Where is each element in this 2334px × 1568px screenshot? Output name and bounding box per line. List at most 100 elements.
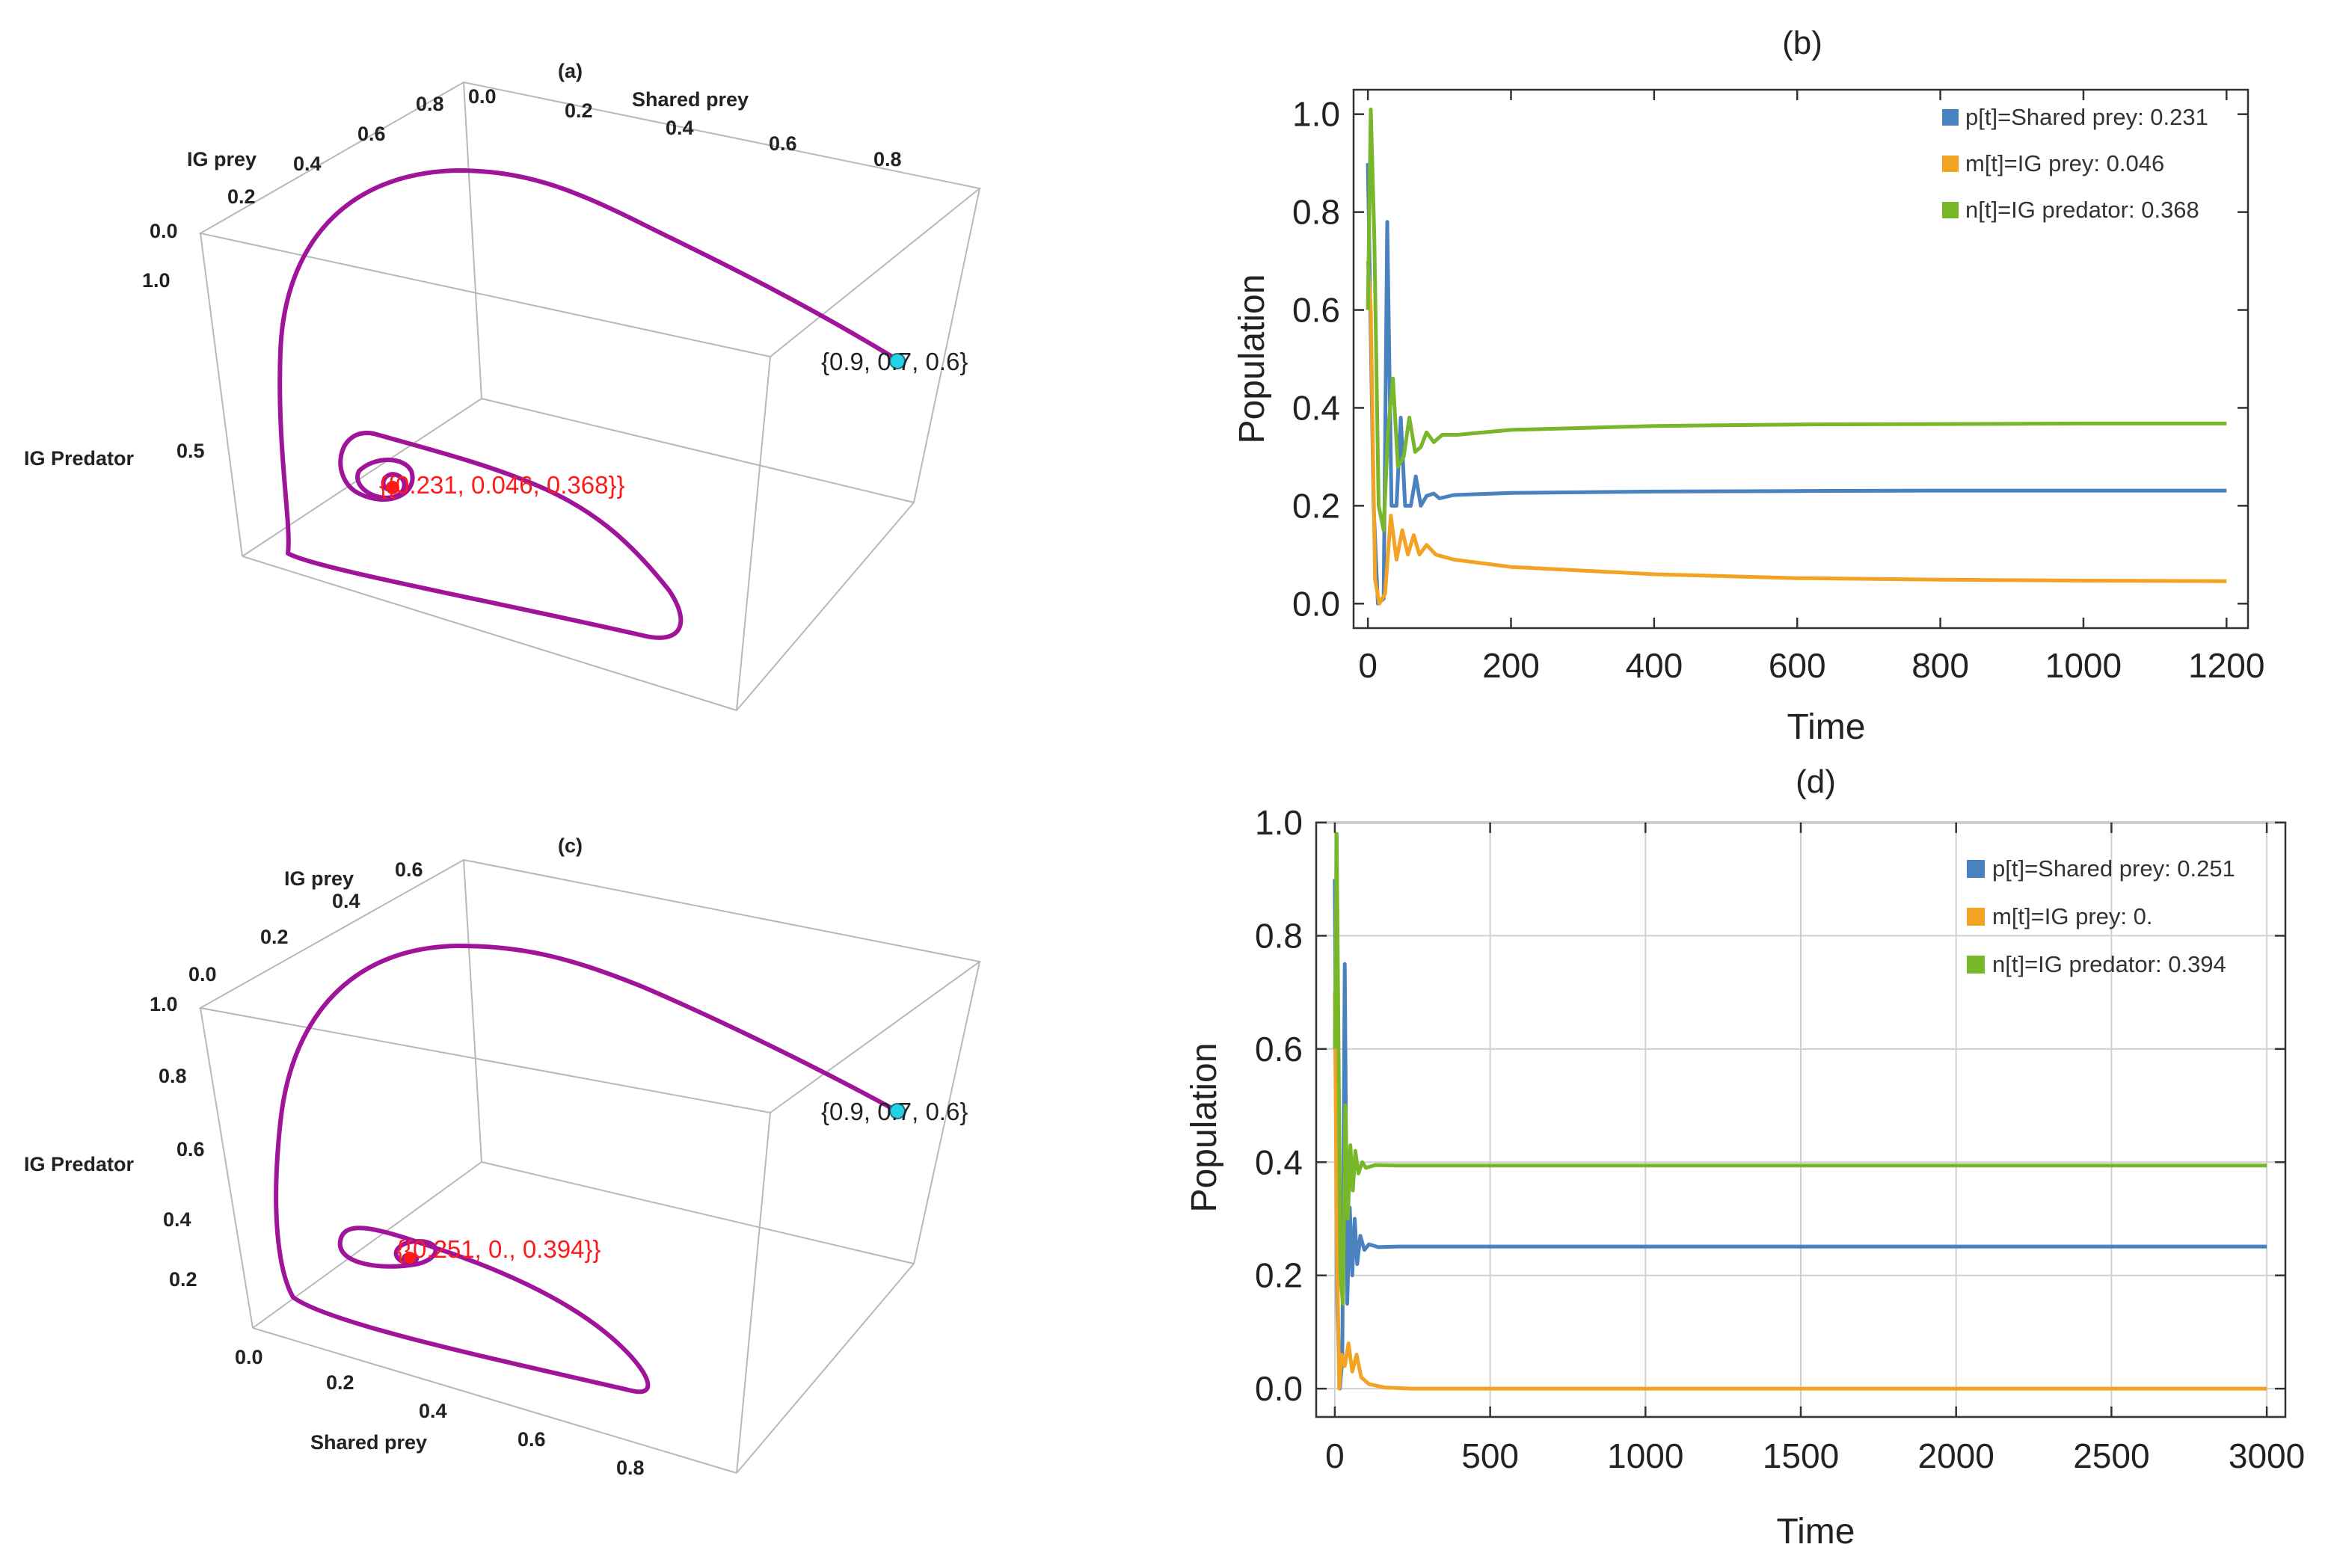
x-tick: 0.8 — [873, 148, 902, 170]
y-tick: 0.4 — [332, 890, 360, 912]
box-edge — [200, 1007, 254, 1329]
legend-entry: n[t]=IG predator: 0.368 — [1965, 197, 2199, 223]
x-tick: 0.2 — [565, 99, 593, 122]
x-tick-label: 0 — [1325, 1436, 1345, 1475]
equilibrium-marker — [386, 481, 399, 494]
y-tick-label: 1.0 — [1255, 803, 1303, 842]
x-tick: 0.8 — [616, 1457, 645, 1479]
y-tick: 0.6 — [357, 123, 386, 145]
x-axis-title: Shared prey — [632, 88, 749, 111]
legend: p[t]=Shared prey: 0.251 m[t]=IG prey: 0.… — [1967, 855, 2235, 977]
y-axis-title: IG prey — [187, 148, 257, 170]
legend-swatch — [1967, 908, 1985, 926]
panel-a: {0.9, 0.7, 0.6} {{0.231, 0.046, 0.368}} … — [24, 60, 982, 711]
box-edge — [242, 556, 737, 711]
tick-marks: 0 200 400 600 800 1000 1200 0.0 0.2 0.4 0.6 0.8 1.0 — [1292, 90, 2264, 685]
box-edge — [736, 1263, 915, 1474]
x-tick: 0.4 — [419, 1400, 447, 1422]
x-tick: 0.0 — [235, 1346, 263, 1368]
series-layer — [1366, 107, 2227, 606]
panel-title: (b) — [1782, 25, 1822, 61]
y-tick: 0.0 — [150, 220, 178, 242]
y-tick-label: 0.4 — [1255, 1143, 1303, 1181]
legend-entry: m[t]=IG prey: 0. — [1992, 903, 2153, 929]
legend-swatch — [1942, 156, 1959, 172]
series-layer — [1333, 831, 2267, 1391]
y-tick: 0.8 — [416, 93, 444, 115]
box-edge — [463, 859, 482, 1163]
legend-swatch — [1942, 109, 1959, 126]
y-axis-title: IG prey — [284, 867, 354, 890]
x-tick-label: 400 — [1625, 646, 1683, 685]
box-edge — [481, 398, 915, 503]
box-edge — [913, 188, 980, 503]
z-tick: 0.8 — [159, 1065, 187, 1087]
box-edge — [481, 1161, 915, 1264]
x-tick-label: 1500 — [1763, 1436, 1839, 1475]
panel-title: (c) — [558, 834, 583, 857]
y-tick: 0.4 — [293, 153, 322, 175]
series-line-2 — [1366, 107, 2227, 532]
box-edge — [252, 1161, 482, 1329]
z-tick: 0.4 — [163, 1208, 191, 1231]
series-line-1 — [1333, 992, 2267, 1391]
x-tick-label: 1000 — [1607, 1436, 1683, 1475]
z-axis-title: IG Predator — [24, 447, 135, 470]
legend-swatch — [1967, 860, 1985, 878]
plot-frame — [1352, 88, 2249, 630]
legend-swatch — [1942, 202, 1959, 218]
x-axis-title: Time — [1777, 1512, 1855, 1552]
x-tick: 0.6 — [769, 132, 797, 155]
series-line-1 — [1366, 260, 2227, 606]
y-tick: 0.2 — [227, 185, 256, 208]
box-edge — [252, 1327, 737, 1474]
x-tick-label: 3000 — [2229, 1436, 2305, 1475]
series-line-2 — [1333, 831, 2267, 1306]
x-tick-label: 500 — [1461, 1436, 1519, 1475]
z-tick: 1.0 — [150, 993, 178, 1015]
tick-marks: 0 500 1000 1500 2000 2500 3000 0.0 0.2 0.4 0.6 0.8 1… — [1255, 803, 2305, 1475]
legend-entry: p[t]=Shared prey: 0.231 — [1965, 104, 2208, 130]
z-tick: 0.5 — [176, 440, 205, 462]
y-tick-label: 0.8 — [1292, 193, 1340, 232]
x-tick-label: 2000 — [1918, 1436, 1994, 1475]
x-tick: 0.2 — [326, 1371, 354, 1394]
box-edge — [242, 398, 482, 557]
box-edge — [736, 1112, 771, 1474]
x-tick: 0.6 — [518, 1428, 546, 1451]
box-edge — [200, 233, 243, 557]
legend-swatch — [1967, 956, 1985, 974]
panel-d: (d) 0 500 1000 1500 2000 2500 3000 0.0 0.2 0.4 0.6… — [1185, 763, 2305, 1552]
y-tick-label: 0.2 — [1255, 1256, 1303, 1295]
z-tick: 0.6 — [176, 1138, 205, 1160]
y-tick: 0.2 — [260, 926, 289, 948]
box-top-face — [198, 81, 982, 358]
legend-entry: n[t]=IG predator: 0.394 — [1992, 951, 2226, 977]
x-tick: 0.4 — [666, 117, 694, 139]
x-tick-label: 600 — [1769, 646, 1826, 685]
y-tick-label: 0.4 — [1292, 388, 1340, 427]
equilibrium-label: {{0.231, 0.046, 0.368}} — [379, 471, 625, 499]
trajectory-a — [277, 168, 898, 640]
legend: p[t]=Shared prey: 0.231 m[t]=IG prey: 0.… — [1942, 104, 2208, 223]
legend-entry: m[t]=IG prey: 0.046 — [1965, 150, 2164, 176]
x-tick-label: 200 — [1482, 646, 1540, 685]
y-tick-label: 0.6 — [1292, 291, 1340, 330]
y-tick: 0.6 — [395, 858, 423, 881]
x-axis-title: Shared prey — [310, 1431, 427, 1454]
x-tick-label: 1200 — [2188, 646, 2264, 685]
x-tick-label: 1000 — [2045, 646, 2122, 685]
equilibrium-marker — [404, 1252, 416, 1264]
y-tick-label: 0.8 — [1255, 916, 1303, 955]
box-edge — [913, 961, 980, 1264]
legend-entry: p[t]=Shared prey: 0.251 — [1992, 855, 2235, 882]
y-axis-title: Population — [1185, 1043, 1224, 1213]
panel-title: (a) — [558, 60, 583, 82]
trajectory-c — [274, 944, 898, 1395]
panel-c: {0.9, 0.7, 0.6} {{0.251, 0., 0.394}} (c)… — [24, 834, 982, 1479]
panel-b: (b) 0 200 400 600 800 1000 1200 0.0 0.2 0.4 0.6 0.8… — [1232, 25, 2264, 747]
z-axis-title: IG Predator — [24, 1153, 135, 1175]
y-tick: 0.0 — [188, 963, 217, 986]
start-point-label: {0.9, 0.7, 0.6} — [821, 1098, 968, 1125]
